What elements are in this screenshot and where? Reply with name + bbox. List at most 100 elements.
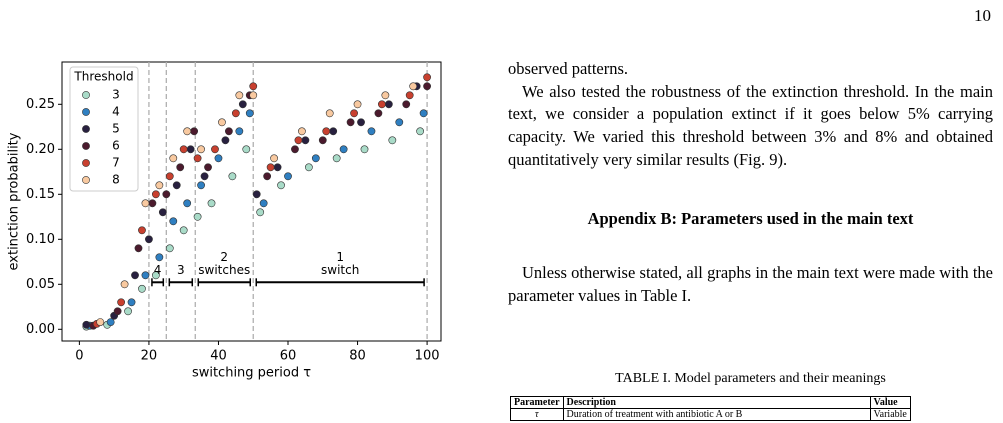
cell: τ	[510, 408, 564, 421]
point	[221, 136, 230, 145]
point	[82, 320, 91, 329]
chart: 0 20 40 60 80 100 0.00 0.05 0.10 0.15 0.20 0.25 swit…	[7, 61, 442, 381]
point	[263, 172, 272, 181]
point	[339, 145, 348, 154]
legend-label: 5	[112, 122, 120, 136]
point	[169, 154, 178, 163]
point	[193, 212, 202, 221]
region-label: switch	[321, 263, 359, 277]
point	[131, 271, 139, 280]
x-tick-label: 100	[415, 349, 440, 364]
point	[270, 154, 279, 163]
y-tick-label: 0.05	[26, 277, 55, 292]
point	[141, 199, 150, 208]
point	[381, 91, 390, 100]
point	[190, 127, 199, 136]
point	[353, 100, 362, 109]
point	[176, 163, 185, 172]
point	[138, 284, 146, 293]
header-cell: Parameter	[510, 396, 564, 409]
point	[256, 208, 265, 217]
point	[218, 118, 226, 127]
point	[402, 100, 411, 109]
cell: Duration of treatment with antibiotic A …	[562, 408, 871, 421]
point	[200, 172, 209, 181]
point	[228, 172, 237, 181]
point	[117, 298, 126, 307]
point	[423, 82, 431, 91]
point	[235, 127, 244, 136]
legend-marker	[82, 108, 90, 116]
point	[235, 91, 244, 100]
point	[332, 154, 341, 163]
point	[165, 244, 174, 253]
page-number: 10	[974, 6, 991, 25]
legend-label: 8	[112, 173, 120, 187]
legend-label: 4	[112, 105, 120, 119]
point	[155, 253, 164, 262]
point	[322, 127, 331, 136]
point	[249, 91, 258, 100]
point	[273, 163, 282, 172]
point	[346, 118, 355, 127]
point	[158, 208, 167, 217]
point	[311, 154, 320, 163]
legend-marker	[82, 125, 90, 133]
point	[96, 318, 105, 326]
point	[211, 145, 219, 154]
x-tick-label: 40	[210, 349, 227, 364]
point	[266, 163, 275, 172]
point	[238, 100, 247, 109]
point	[214, 154, 223, 163]
y-axis-label: extinction probability	[7, 132, 22, 270]
section-heading: Appendix B: Parameters used in the main …	[587, 208, 914, 228]
point	[301, 136, 310, 145]
point	[242, 145, 251, 154]
point	[384, 100, 393, 109]
legend-marker	[82, 176, 90, 184]
legend-title: Threshold	[73, 70, 133, 84]
paragraph: observed patterns.	[508, 59, 629, 78]
point	[148, 199, 157, 208]
point	[113, 307, 122, 316]
point	[294, 136, 303, 145]
table-caption: TABLE I. Model parameters and their mean…	[615, 371, 886, 386]
point	[374, 109, 383, 118]
point	[367, 127, 376, 136]
point	[145, 235, 153, 244]
point	[134, 244, 143, 253]
point	[259, 199, 268, 208]
point	[124, 307, 132, 316]
header-cell: Description	[562, 396, 871, 409]
point	[245, 109, 254, 118]
paragraph: Unless otherwise stated, all graphs in t…	[508, 263, 993, 305]
legend-box	[69, 66, 139, 192]
point	[138, 226, 146, 235]
point	[377, 100, 386, 109]
point	[141, 271, 150, 280]
point	[151, 190, 160, 199]
region-label: 3	[177, 263, 185, 277]
point	[409, 82, 418, 91]
point	[419, 109, 428, 118]
x-tick-label: 20	[141, 349, 158, 364]
point	[357, 118, 365, 127]
point	[197, 181, 205, 190]
y-tick-label: 0.00	[26, 322, 55, 337]
legend-label: 3	[112, 88, 120, 102]
point	[231, 109, 240, 118]
point	[298, 127, 306, 136]
point	[204, 163, 212, 172]
cell: Variable	[869, 408, 911, 421]
point	[388, 136, 397, 145]
legend-label: 7	[112, 156, 120, 170]
region-label: 2	[220, 250, 228, 264]
legend-marker	[82, 142, 90, 150]
table-row: τ Duration of treatment with antibiotic …	[510, 408, 911, 421]
point	[172, 181, 181, 190]
y-tick-label: 0.15	[26, 187, 55, 202]
x-tick-label: 0	[75, 349, 83, 364]
point	[183, 199, 192, 208]
point	[249, 82, 258, 91]
